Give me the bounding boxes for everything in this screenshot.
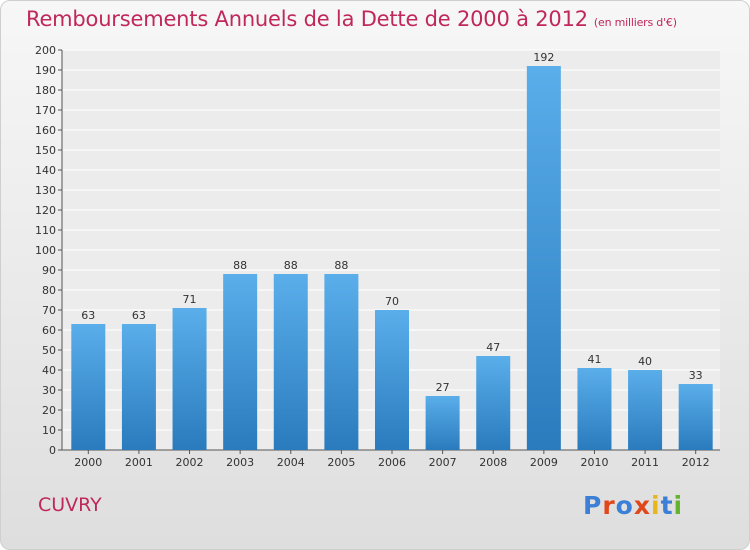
logo-letter: i	[673, 491, 684, 520]
bar-value-label: 88	[284, 259, 298, 272]
x-tick-label: 2003	[226, 456, 254, 469]
chart-title: Remboursements Annuels de la Dette de 20…	[26, 7, 677, 31]
bar-value-label: 71	[183, 293, 197, 306]
y-tick-label: 90	[42, 264, 56, 277]
bar	[678, 384, 713, 450]
bar-value-label: 27	[436, 381, 450, 394]
y-tick-label: 50	[42, 344, 56, 357]
logo-letter: P	[583, 491, 603, 520]
y-tick-label: 200	[35, 44, 56, 57]
bar	[526, 66, 561, 450]
logo-letter: x	[633, 491, 651, 520]
x-tick-label: 2005	[327, 456, 355, 469]
bar	[71, 324, 106, 450]
x-tick-label: 2008	[479, 456, 507, 469]
y-tick-label: 180	[35, 84, 56, 97]
y-tick-label: 40	[42, 364, 56, 377]
y-tick-label: 150	[35, 144, 56, 157]
y-tick-label: 80	[42, 284, 56, 297]
chart-title-text: Remboursements Annuels de la Dette de 20…	[26, 7, 588, 31]
y-tick-label: 190	[35, 64, 56, 77]
x-tick-label: 2006	[378, 456, 406, 469]
x-tick-label: 2001	[125, 456, 153, 469]
y-tick-label: 140	[35, 164, 56, 177]
logo-letter: r	[602, 491, 616, 520]
y-tick-label: 130	[35, 184, 56, 197]
proxiti-logo: Proxiti	[583, 491, 683, 520]
bar	[223, 274, 258, 450]
bar	[273, 274, 308, 450]
logo-letter: t	[660, 491, 674, 520]
y-tick-label: 30	[42, 384, 56, 397]
bar-value-label: 33	[689, 369, 703, 382]
y-tick-label: 110	[35, 224, 56, 237]
bar	[425, 396, 460, 450]
bar-value-label: 40	[638, 355, 652, 368]
y-tick-label: 70	[42, 304, 56, 317]
bar-value-label: 192	[533, 51, 554, 64]
y-tick-label: 0	[49, 444, 56, 457]
x-tick-label: 2002	[176, 456, 204, 469]
x-tick-label: 2000	[74, 456, 102, 469]
bar	[577, 368, 612, 450]
bar-value-label: 47	[486, 341, 500, 354]
y-tick-label: 60	[42, 324, 56, 337]
logo-letter: o	[615, 491, 634, 520]
bar-value-label: 88	[334, 259, 348, 272]
chart-unit: (en milliers d'€)	[593, 16, 677, 29]
x-tick-label: 2007	[429, 456, 457, 469]
y-tick-label: 20	[42, 404, 56, 417]
bar	[628, 370, 663, 450]
bar	[324, 274, 359, 450]
x-tick-label: 2009	[530, 456, 558, 469]
bar	[476, 356, 511, 450]
logo-letter: i	[651, 491, 661, 520]
x-tick-label: 2011	[631, 456, 659, 469]
bar-value-label: 63	[132, 309, 146, 322]
bar-value-label: 41	[587, 353, 601, 366]
bar-value-label: 63	[81, 309, 95, 322]
y-tick-label: 170	[35, 104, 56, 117]
commune-name: CUVRY	[38, 494, 102, 516]
bar	[375, 310, 409, 450]
x-tick-label: 2010	[580, 456, 608, 469]
x-tick-label: 2012	[682, 456, 710, 469]
bar-value-label: 70	[385, 295, 399, 308]
bar	[121, 324, 156, 450]
y-tick-label: 10	[42, 424, 56, 437]
x-tick-label: 2004	[277, 456, 305, 469]
bar	[172, 308, 207, 450]
y-tick-label: 120	[35, 204, 56, 217]
y-tick-label: 160	[35, 124, 56, 137]
y-tick-label: 100	[35, 244, 56, 257]
bar-value-label: 88	[233, 259, 247, 272]
